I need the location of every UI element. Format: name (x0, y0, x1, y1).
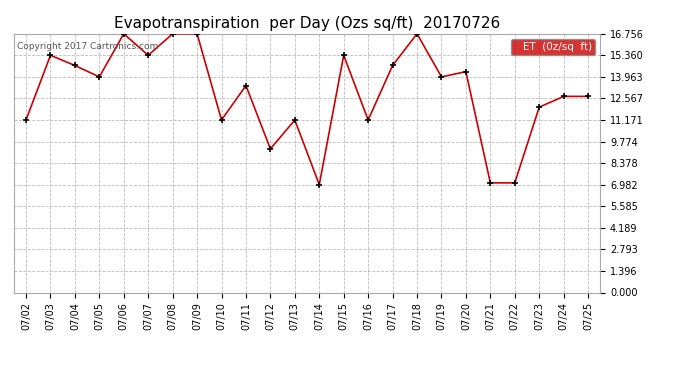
Text: Copyright 2017 Cartronics.com: Copyright 2017 Cartronics.com (17, 42, 158, 51)
Title: Evapotranspiration  per Day (Ozs sq/ft)  20170726: Evapotranspiration per Day (Ozs sq/ft) 2… (114, 16, 500, 31)
Legend: ET  (0z/sq  ft): ET (0z/sq ft) (511, 39, 595, 55)
